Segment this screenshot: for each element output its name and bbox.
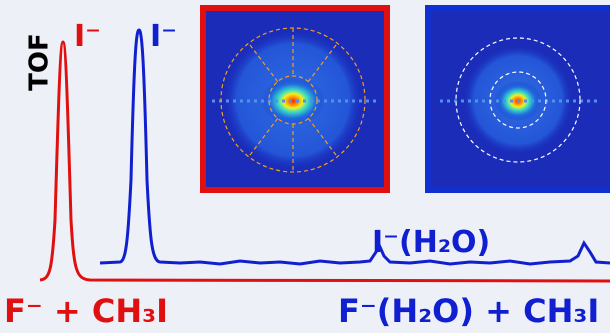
axis-label: TOF [25,33,55,91]
peak-label: I⁻ [150,19,177,54]
image-red [203,8,387,190]
peak-label: I⁻ [74,19,101,54]
peak-label: I⁻(H₂O) [372,225,490,260]
image-blue [428,8,610,190]
reaction-label: F⁻ + CH₃I [4,292,168,330]
figure-svg: TOF I⁻ I⁻ I⁻(H₂O) F⁻ + CH₃I F⁻(H₂O) + CH… [0,0,610,333]
reaction-label: F⁻(H₂O) + CH₃I [338,292,599,330]
figure: TOF I⁻ I⁻ I⁻(H₂O) F⁻ + CH₃I F⁻(H₂O) + CH… [0,0,610,333]
